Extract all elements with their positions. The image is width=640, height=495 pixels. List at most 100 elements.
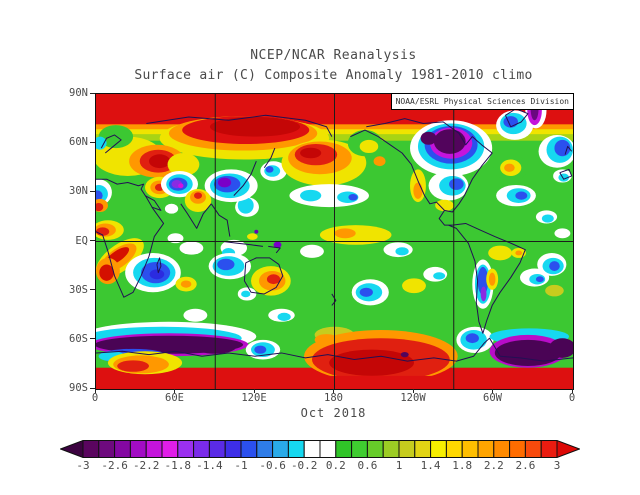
anomaly-blob xyxy=(465,333,479,344)
colorbar-cell xyxy=(224,440,242,458)
anomaly-blob xyxy=(164,203,179,214)
anomaly-blob xyxy=(554,228,571,239)
colorbar-cell xyxy=(509,440,526,458)
lon-axis-tick xyxy=(333,389,334,393)
colorbar-svg xyxy=(59,439,581,459)
colorbar-cell xyxy=(398,440,416,458)
anomaly-blob xyxy=(554,139,571,157)
coastline xyxy=(146,115,332,136)
lat-label: 90N xyxy=(69,87,88,99)
anomaly-blob xyxy=(402,278,426,294)
lon-label: 60W xyxy=(483,392,502,404)
anomaly-blob xyxy=(241,290,251,298)
coastline xyxy=(234,161,257,195)
colorbar-cell xyxy=(430,440,447,458)
anomaly-blob xyxy=(98,125,134,149)
colorbar-tick-label: -3 xyxy=(76,459,90,472)
anomaly-blob xyxy=(265,166,274,173)
colorbar-tick-label: -2.6 xyxy=(101,459,128,472)
colorbar-cell xyxy=(303,440,321,458)
date-label: Oct 2018 xyxy=(300,406,367,420)
colorbar-cell xyxy=(524,440,542,458)
anomaly-blob xyxy=(217,177,232,188)
grid-line-layer xyxy=(96,94,573,389)
colorbar-cell xyxy=(493,440,511,458)
coastline xyxy=(560,169,572,179)
colorbar-tick-label: -1 xyxy=(234,459,248,472)
coastline xyxy=(101,135,121,153)
colorbar-cell xyxy=(540,440,558,458)
anomaly-blob xyxy=(180,280,192,288)
lat-axis-tick xyxy=(90,92,95,94)
credit-box: NOAA/ESRL Physical Sciences Division xyxy=(390,93,574,110)
colorbar-cell xyxy=(82,440,100,458)
anomaly-blob xyxy=(300,147,322,159)
lat-axis-tick xyxy=(90,141,95,143)
coastline xyxy=(96,179,164,297)
anomaly-blob xyxy=(254,229,259,234)
colorbar-tick-label: 2.6 xyxy=(515,459,536,472)
lon-label: 60E xyxy=(165,392,184,404)
lat-axis-tick xyxy=(90,240,95,241)
anomaly-blob xyxy=(273,241,282,249)
anomaly-blob xyxy=(300,244,324,258)
coastline xyxy=(96,338,573,361)
colorbar-tick-label: -1.4 xyxy=(196,459,223,472)
colorbar-tick-label: -0.6 xyxy=(259,459,286,472)
colorbar-cell xyxy=(366,440,384,458)
lat-label: 30N xyxy=(69,185,88,198)
anomaly-blob xyxy=(217,258,235,271)
anomaly-blob xyxy=(167,233,184,244)
colorbar xyxy=(59,439,581,459)
coastline xyxy=(268,246,280,253)
anomaly-blob xyxy=(541,214,554,223)
coastline xyxy=(332,294,336,305)
anomaly-blob xyxy=(183,308,208,322)
anomaly-blob xyxy=(449,178,464,190)
anomaly-blob xyxy=(194,192,202,199)
colorbar-cell xyxy=(335,440,353,458)
colorbar-cell xyxy=(319,440,337,458)
anomaly-blob xyxy=(178,183,184,189)
colorbar-cell xyxy=(193,440,210,458)
anomaly-blob xyxy=(117,360,149,372)
lon-axis-tick xyxy=(492,389,493,393)
anomaly-blob xyxy=(329,349,414,376)
anomaly-blob xyxy=(549,261,560,271)
anomaly-blob xyxy=(300,189,322,202)
plot-subtitle: Surface air (C) Composite Anomaly 1981-2… xyxy=(134,68,533,83)
anomaly-blob xyxy=(413,182,423,199)
anomaly-blob xyxy=(254,345,267,354)
anomaly-blob xyxy=(348,193,358,201)
colorbar-cell xyxy=(114,440,131,458)
colorbar-cell xyxy=(208,440,226,458)
anomaly-blob xyxy=(99,264,114,281)
colorbar-tick-label: 0.6 xyxy=(357,459,378,472)
anomaly-blob xyxy=(209,116,301,137)
anomaly-blob xyxy=(504,163,515,172)
anomaly-blob xyxy=(400,351,409,358)
colorbar-cell xyxy=(461,440,479,458)
lat-label: EQ xyxy=(75,234,88,247)
coastline xyxy=(145,196,161,211)
colorbar-right-arrow xyxy=(556,439,581,459)
anomaly-blob xyxy=(277,312,291,321)
anomaly-blob xyxy=(395,247,409,256)
lon-label: 0 xyxy=(91,392,99,404)
colorbar-cell xyxy=(414,440,432,458)
lat-label: 90S xyxy=(69,382,88,394)
colorbar-cell xyxy=(177,440,195,458)
anomaly-blob xyxy=(477,266,489,295)
anomaly-blob xyxy=(359,139,379,153)
colorbar-cell xyxy=(272,440,289,458)
anomaly-blob xyxy=(545,284,564,297)
coastline xyxy=(350,119,492,212)
coastline xyxy=(223,242,263,247)
anomaly-blob xyxy=(96,190,103,201)
colorbar-cell xyxy=(240,440,258,458)
colorbar-cell xyxy=(382,440,400,458)
anomaly-blob xyxy=(535,276,544,283)
colorbar-tick-label: 1.4 xyxy=(420,459,441,472)
colorbar-cell xyxy=(351,440,368,458)
